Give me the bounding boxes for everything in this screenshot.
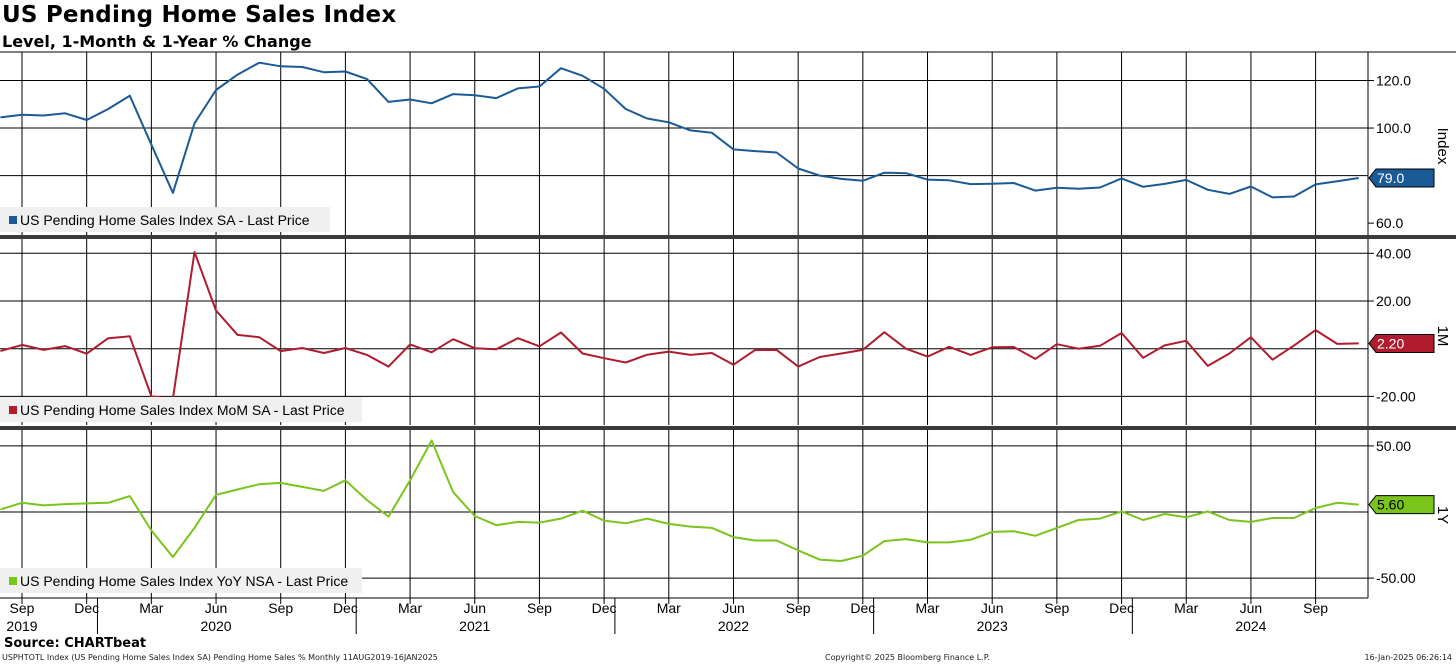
- x-year-label: 2019: [6, 618, 37, 634]
- x-tick-label: Jun: [1240, 600, 1263, 616]
- footer-copyright: Copyright© 2025 Bloomberg Finance L.P.: [825, 653, 990, 662]
- x-tick-label: Sep: [1303, 600, 1328, 616]
- last-value-tag: [1368, 495, 1435, 515]
- chart-title: US Pending Home Sales Index: [2, 2, 397, 28]
- last-value-tag: [1368, 168, 1435, 188]
- x-tick-label: Dec: [592, 600, 617, 616]
- y-axis-title: Index: [1434, 128, 1451, 165]
- legend-box: [0, 207, 330, 232]
- x-year-label: 2024: [1235, 618, 1266, 634]
- x-tick-label: Jun: [981, 600, 1004, 616]
- x-tick-label: Mar: [657, 600, 681, 616]
- y-tick-label: 20.00: [1376, 293, 1411, 309]
- last-value-label: 5.60: [1377, 497, 1404, 513]
- x-tick-label: Mar: [915, 600, 939, 616]
- y-tick-label: 120.0: [1376, 73, 1411, 89]
- legend-swatch: [9, 577, 17, 585]
- y-axis-title: 1Y: [1434, 506, 1451, 524]
- last-value-label: 2.20: [1377, 335, 1404, 351]
- x-tick-label: Dec: [333, 600, 358, 616]
- source-label: Source: CHARTbeat: [4, 636, 147, 651]
- y-tick-label: 100.0: [1376, 120, 1411, 136]
- x-year-label: 2021: [459, 618, 490, 634]
- y-tick-label: 60.0: [1376, 215, 1403, 231]
- legend-box: [0, 568, 362, 593]
- last-value-label: 79.0: [1377, 170, 1404, 186]
- legend-box: [0, 397, 362, 422]
- x-tick-label: Sep: [1044, 600, 1069, 616]
- x-tick-label: Sep: [527, 600, 552, 616]
- x-tick-label: Mar: [398, 600, 422, 616]
- y-tick-label: 50.00: [1376, 438, 1411, 454]
- y-tick-label: -50.00: [1376, 570, 1416, 586]
- x-year-label: 2022: [718, 618, 749, 634]
- x-tick-label: Mar: [1174, 600, 1198, 616]
- chart-subtitle: Level, 1-Month & 1-Year % Change: [2, 32, 312, 51]
- x-tick-label: Jun: [205, 600, 228, 616]
- x-tick-label: Dec: [1109, 600, 1134, 616]
- x-tick-label: Sep: [268, 600, 293, 616]
- legend-label: US Pending Home Sales Index YoY NSA - La…: [20, 573, 348, 589]
- series-line-mom: [0, 251, 1359, 400]
- x-tick-label: Dec: [850, 600, 875, 616]
- legend-swatch: [9, 406, 17, 414]
- x-year-label: 2023: [977, 618, 1008, 634]
- legend-label: US Pending Home Sales Index MoM SA - Las…: [20, 402, 345, 418]
- x-tick-label: Jun: [722, 600, 745, 616]
- y-tick-label: 40.00: [1376, 245, 1411, 261]
- y-axis-title: 1M: [1434, 326, 1451, 347]
- last-value-tag: [1368, 333, 1435, 353]
- x-tick-label: Dec: [74, 600, 99, 616]
- legend-label: US Pending Home Sales Index SA - Last Pr…: [20, 212, 310, 228]
- footer-description: USPHTOTL Index (US Pending Home Sales In…: [2, 653, 438, 662]
- x-tick-label: Jun: [463, 600, 486, 616]
- x-year-label: 2020: [200, 618, 231, 634]
- y-tick-label: -20.00: [1376, 388, 1416, 404]
- series-line-level: [0, 61, 1359, 199]
- x-tick-label: Sep: [786, 600, 811, 616]
- x-tick-label: Mar: [139, 600, 163, 616]
- series-line-yoy: [0, 439, 1359, 562]
- legend-swatch: [9, 216, 17, 224]
- x-tick-label: Sep: [10, 600, 35, 616]
- footer-timestamp: 16-Jan-2025 06:26:14: [1364, 653, 1452, 662]
